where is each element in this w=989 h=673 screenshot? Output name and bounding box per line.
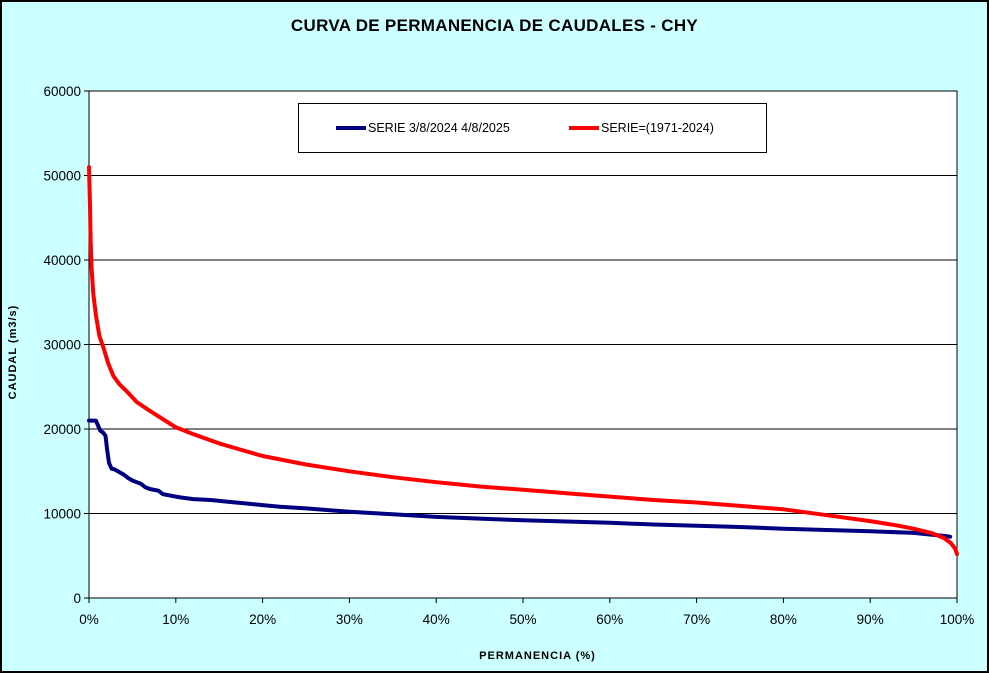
y-tick-label: 40000 bbox=[43, 253, 81, 268]
legend-label: SERIE 3/8/2024 4/8/2025 bbox=[368, 121, 510, 135]
series-layer bbox=[87, 165, 959, 557]
x-tick-label: 80% bbox=[770, 612, 797, 627]
x-tick-label: 90% bbox=[857, 612, 884, 627]
series-line-serie-1971-2024 bbox=[87, 165, 959, 557]
legend-swatch-red bbox=[569, 126, 599, 130]
y-tick-label: 10000 bbox=[43, 507, 81, 522]
y-tick-label: 60000 bbox=[43, 84, 81, 99]
x-axis-label: PERMANENCIA (%) bbox=[479, 650, 596, 662]
y-tick-label: 50000 bbox=[43, 169, 81, 184]
x-tick-label: 20% bbox=[249, 612, 276, 627]
x-tick-label: 30% bbox=[336, 612, 363, 627]
series-line-serie-2024-2025 bbox=[87, 418, 953, 539]
y-tick-label: 20000 bbox=[43, 422, 81, 437]
y-tick-label: 30000 bbox=[43, 338, 81, 353]
x-tick-label: 50% bbox=[509, 612, 536, 627]
y-tick-label: 0 bbox=[73, 591, 81, 606]
y-axis-label: CAUDAL (m3/s) bbox=[7, 304, 19, 400]
legend: SERIE 3/8/2024 4/8/2025 SERIE=(1971-2024… bbox=[298, 103, 767, 153]
x-tick-label: 70% bbox=[683, 612, 710, 627]
x-tick-label: 0% bbox=[79, 612, 99, 627]
legend-item-serie-2024-2025: SERIE 3/8/2024 4/8/2025 bbox=[336, 121, 510, 135]
legend-swatch-blue bbox=[336, 126, 366, 130]
x-tick-label: 100% bbox=[940, 612, 975, 627]
legend-item-serie-1971-2024: SERIE=(1971-2024) bbox=[569, 121, 714, 135]
x-tick-label: 10% bbox=[162, 612, 189, 627]
legend-label: SERIE=(1971-2024) bbox=[601, 121, 714, 135]
tick-layer: 0 10000 20000 30000 40000 50000 60000 0% 10% 20% 3… bbox=[43, 84, 974, 627]
chart-title: CURVA DE PERMANENCIA DE CAUDALES - CHY bbox=[290, 16, 699, 35]
x-tick-label: 40% bbox=[423, 612, 450, 627]
x-tick-label: 60% bbox=[596, 612, 623, 627]
